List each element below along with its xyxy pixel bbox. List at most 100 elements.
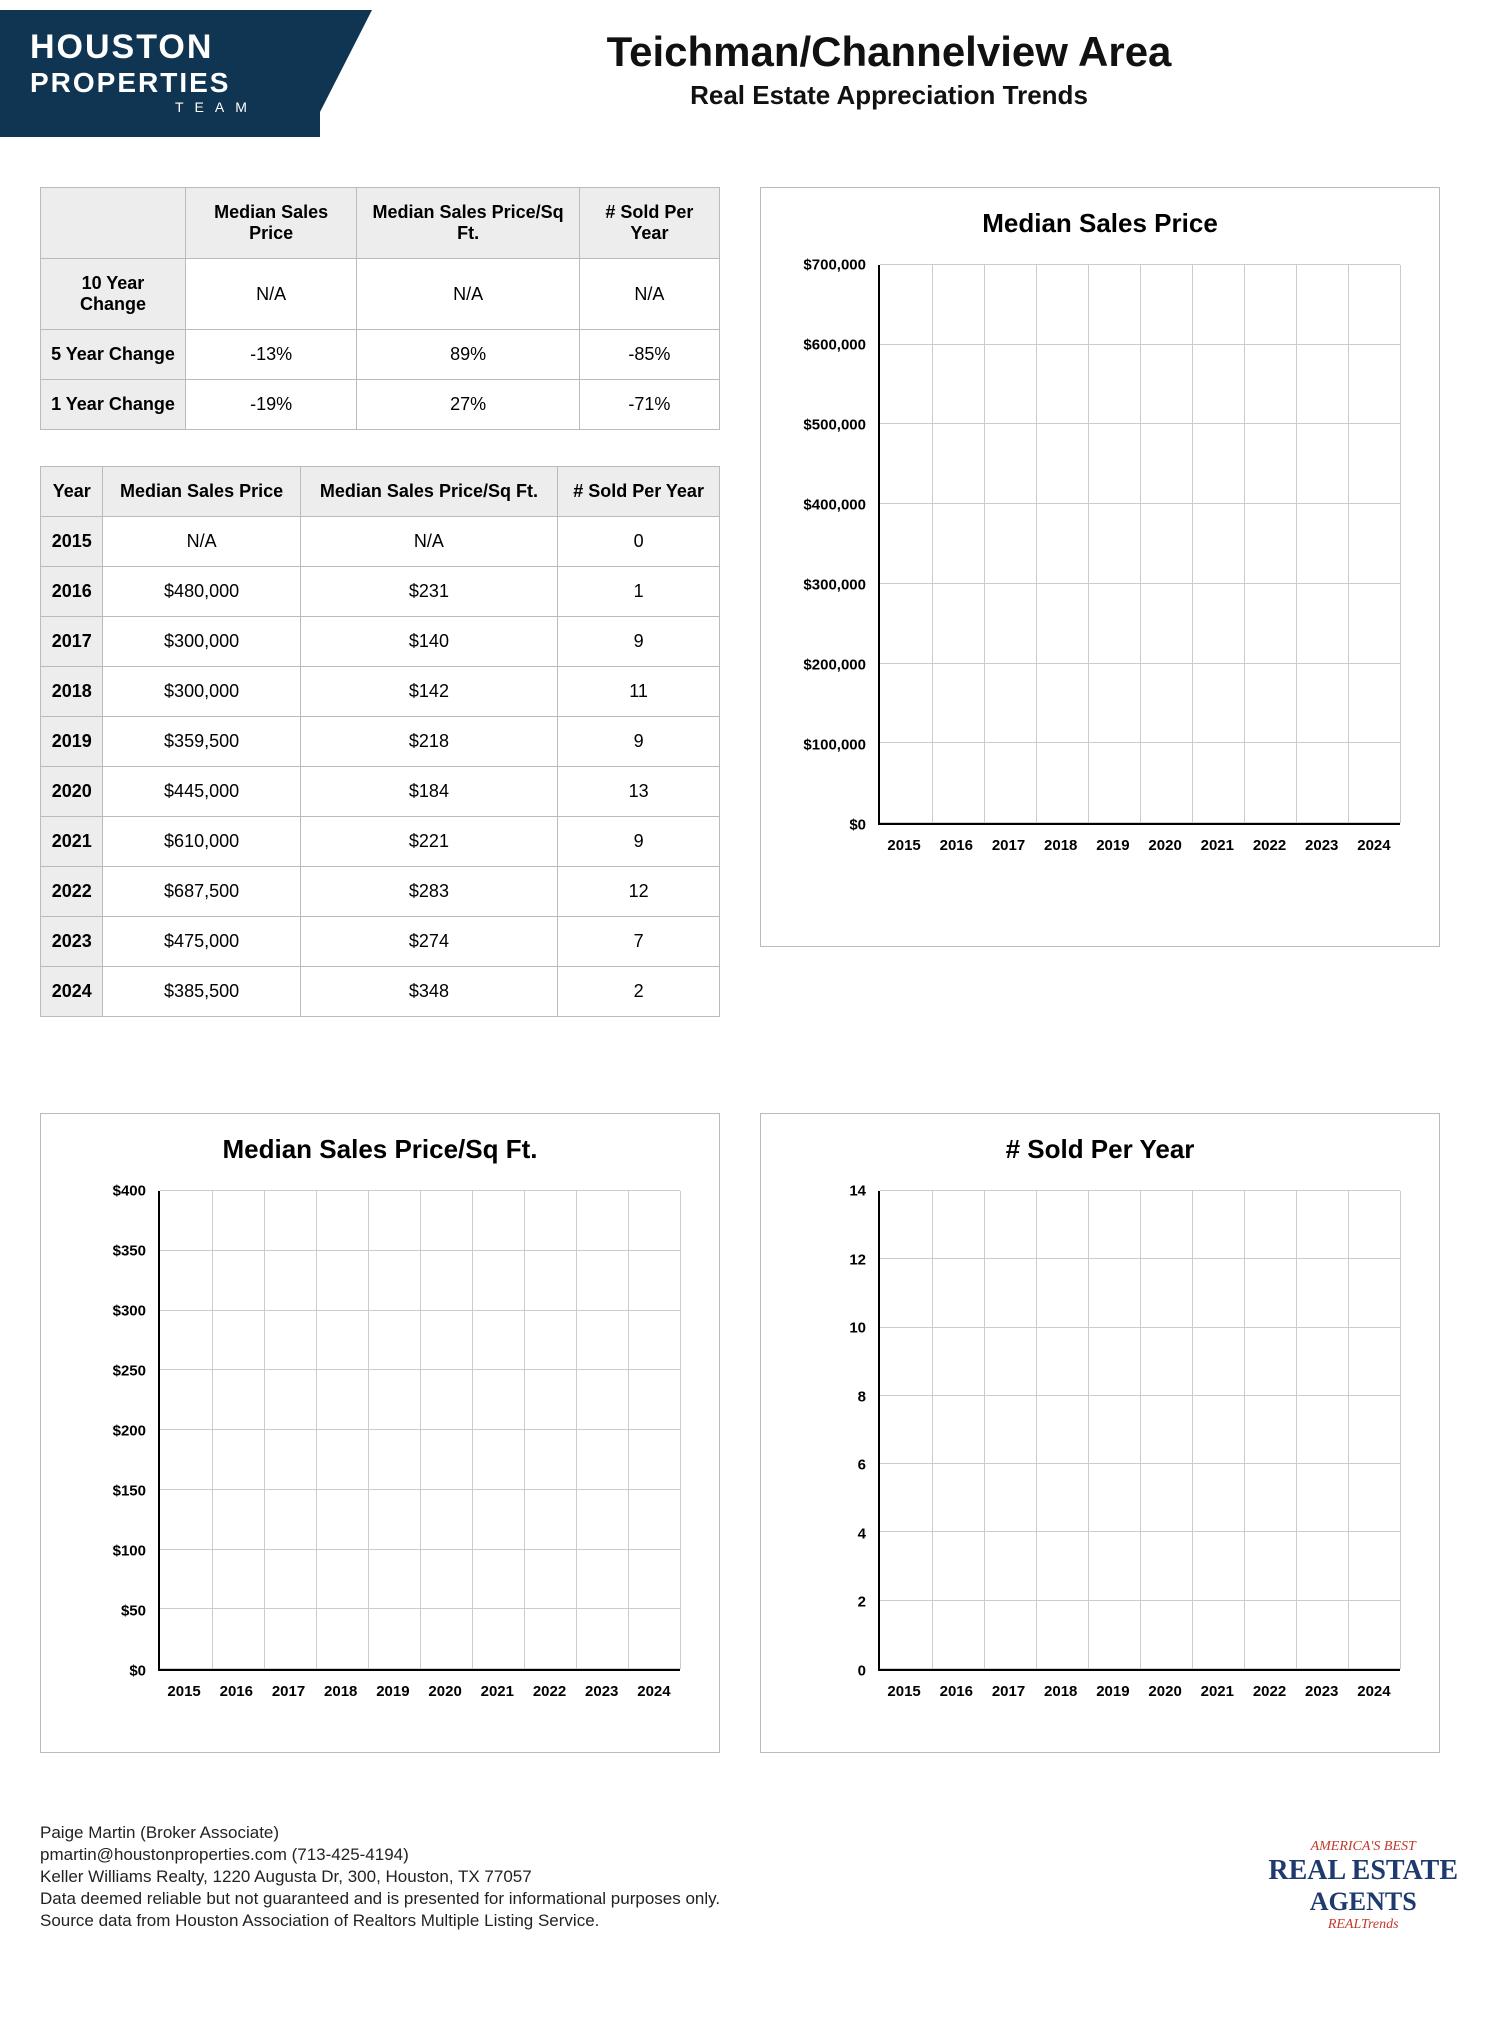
year-table: YearMedian Sales PriceMedian Sales Price… bbox=[40, 466, 720, 1017]
x-axis-label: 2019 bbox=[1087, 1675, 1139, 1721]
y-axis-label: $500,000 bbox=[803, 417, 866, 434]
table-cell: N/A bbox=[579, 259, 719, 330]
table-cell: 9 bbox=[558, 817, 720, 867]
table-cell: 2 bbox=[558, 967, 720, 1017]
row-label: 2019 bbox=[41, 717, 103, 767]
table-cell: N/A bbox=[357, 259, 580, 330]
table-header: Year bbox=[41, 467, 103, 517]
header: HOUSTON PROPERTIES TEAM Teichman/Channel… bbox=[0, 0, 1498, 137]
table-cell: $475,000 bbox=[103, 917, 300, 967]
table-cell: -13% bbox=[185, 330, 356, 380]
table-cell: $184 bbox=[300, 767, 557, 817]
x-axis-label: 2015 bbox=[878, 1675, 930, 1721]
row-label: 2018 bbox=[41, 667, 103, 717]
x-axis-label: 2023 bbox=[1296, 1675, 1348, 1721]
x-axis-label: 2016 bbox=[930, 1675, 982, 1721]
table-cell: 89% bbox=[357, 330, 580, 380]
y-axis-label: $200,000 bbox=[803, 657, 866, 674]
y-axis-label: 4 bbox=[858, 1525, 866, 1542]
chart-title: Median Sales Price bbox=[771, 208, 1429, 239]
table-cell: 11 bbox=[558, 667, 720, 717]
table-row: 1 Year Change-19%27%-71% bbox=[41, 380, 720, 430]
y-axis-label: $400 bbox=[113, 1183, 146, 1200]
y-axis-label: 6 bbox=[858, 1457, 866, 1474]
table-cell: N/A bbox=[300, 517, 557, 567]
x-axis-label: 2024 bbox=[628, 1675, 680, 1721]
x-axis-label: 2020 bbox=[419, 1675, 471, 1721]
row-label: 5 Year Change bbox=[41, 330, 186, 380]
x-axis-label: 2017 bbox=[262, 1675, 314, 1721]
y-axis-label: 8 bbox=[858, 1388, 866, 1405]
row-label: 1 Year Change bbox=[41, 380, 186, 430]
y-axis-label: $100,000 bbox=[803, 737, 866, 754]
x-axis-label: 2018 bbox=[1035, 1675, 1087, 1721]
y-axis-label: $300 bbox=[113, 1303, 146, 1320]
table-cell: 7 bbox=[558, 917, 720, 967]
table-row: 2019$359,500$2189 bbox=[41, 717, 720, 767]
y-axis-label: 0 bbox=[858, 1663, 866, 1680]
row-label: 2016 bbox=[41, 567, 103, 617]
table-cell: $221 bbox=[300, 817, 557, 867]
table-cell: 13 bbox=[558, 767, 720, 817]
y-axis-label: 14 bbox=[849, 1183, 866, 1200]
table-cell: 0 bbox=[558, 517, 720, 567]
table-row: 2021$610,000$2219 bbox=[41, 817, 720, 867]
table-cell: 27% bbox=[357, 380, 580, 430]
x-axis-label: 2020 bbox=[1139, 1675, 1191, 1721]
table-cell: $300,000 bbox=[103, 667, 300, 717]
table-row: 10 Year ChangeN/AN/AN/A bbox=[41, 259, 720, 330]
row-label: 2024 bbox=[41, 967, 103, 1017]
row-label: 10 Year Change bbox=[41, 259, 186, 330]
table-row: 2024$385,500$3482 bbox=[41, 967, 720, 1017]
x-axis-label: 2018 bbox=[1035, 829, 1087, 875]
y-axis-label: $300,000 bbox=[803, 577, 866, 594]
logo-line2: PROPERTIES bbox=[30, 67, 290, 99]
table-cell: $480,000 bbox=[103, 567, 300, 617]
y-axis-label: $0 bbox=[849, 817, 866, 834]
footer-line: Keller Williams Realty, 1220 Augusta Dr,… bbox=[40, 1867, 720, 1887]
y-axis-label: $50 bbox=[121, 1603, 146, 1620]
x-axis-label: 2015 bbox=[158, 1675, 210, 1721]
table-row: 2020$445,000$18413 bbox=[41, 767, 720, 817]
table-row: 2015N/AN/A0 bbox=[41, 517, 720, 567]
title-block: Teichman/Channelview Area Real Estate Ap… bbox=[320, 10, 1458, 111]
x-axis-label: 2021 bbox=[1191, 829, 1243, 875]
row-label: 2017 bbox=[41, 617, 103, 667]
table-header: # Sold Per Year bbox=[558, 467, 720, 517]
x-axis-label: 2022 bbox=[1243, 829, 1295, 875]
table-row: 2016$480,000$2311 bbox=[41, 567, 720, 617]
table-cell: 9 bbox=[558, 617, 720, 667]
x-axis-label: 2018 bbox=[315, 1675, 367, 1721]
footer: Paige Martin (Broker Associate)pmartin@h… bbox=[0, 1773, 1498, 1963]
footer-line: Source data from Houston Association of … bbox=[40, 1911, 720, 1931]
table-cell: $445,000 bbox=[103, 767, 300, 817]
table-cell: N/A bbox=[103, 517, 300, 567]
badge-mid1: REAL ESTATE bbox=[1268, 1855, 1458, 1887]
table-row: 2017$300,000$1409 bbox=[41, 617, 720, 667]
table-cell: $385,500 bbox=[103, 967, 300, 1017]
badge-top: AMERICA'S BEST bbox=[1268, 1839, 1458, 1855]
table-cell: 1 bbox=[558, 567, 720, 617]
badge-mid2: AGENTS bbox=[1268, 1887, 1458, 1917]
y-axis-label: 12 bbox=[849, 1251, 866, 1268]
table-cell: 9 bbox=[558, 717, 720, 767]
y-axis-label: $200 bbox=[113, 1423, 146, 1440]
x-axis-label: 2021 bbox=[471, 1675, 523, 1721]
logo-team: TEAM bbox=[30, 99, 290, 115]
table-cell: $231 bbox=[300, 567, 557, 617]
row-label: 2021 bbox=[41, 817, 103, 867]
table-cell: $218 bbox=[300, 717, 557, 767]
y-axis-label: $250 bbox=[113, 1363, 146, 1380]
table-row: 2023$475,000$2747 bbox=[41, 917, 720, 967]
row-label: 2023 bbox=[41, 917, 103, 967]
row-label: 2020 bbox=[41, 767, 103, 817]
table-cell: $348 bbox=[300, 967, 557, 1017]
x-axis-label: 2024 bbox=[1348, 829, 1400, 875]
x-axis-label: 2023 bbox=[1296, 829, 1348, 875]
y-axis-label: $600,000 bbox=[803, 337, 866, 354]
table-cell: -19% bbox=[185, 380, 356, 430]
row-label: 2022 bbox=[41, 867, 103, 917]
x-axis-label: 2016 bbox=[210, 1675, 262, 1721]
y-axis-label: $100 bbox=[113, 1543, 146, 1560]
x-axis-label: 2022 bbox=[1243, 1675, 1295, 1721]
